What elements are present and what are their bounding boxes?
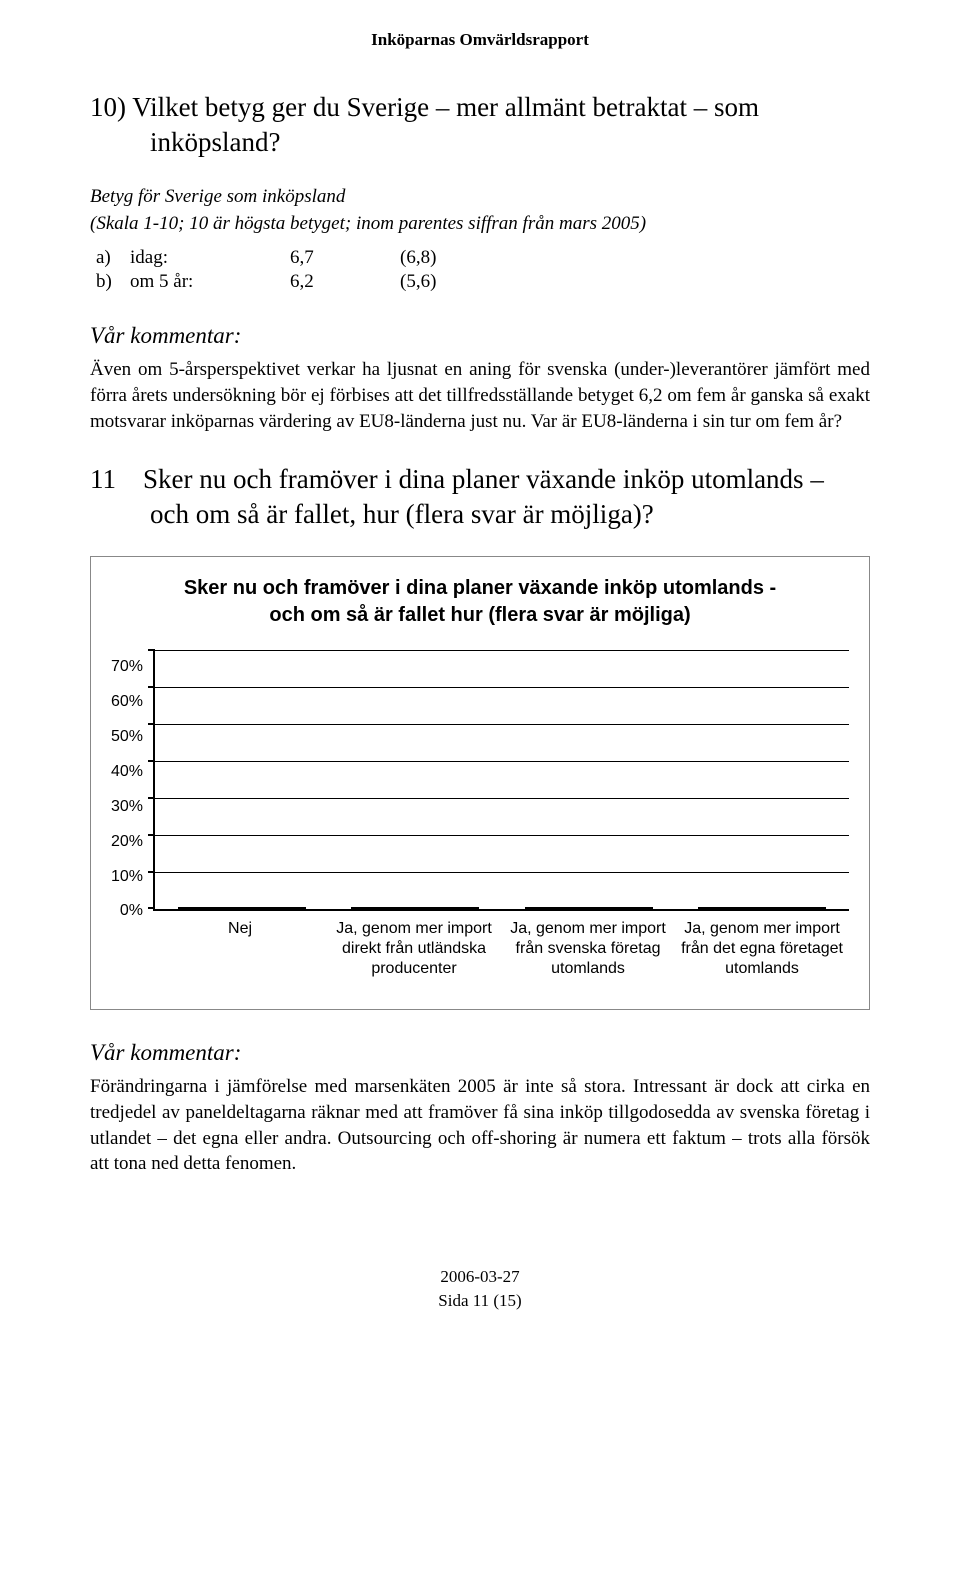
page-header: Inköparnas Omvärldsrapport bbox=[90, 30, 870, 50]
plot-area bbox=[153, 651, 849, 911]
y-tick bbox=[148, 797, 155, 799]
question-text-line2: inköpsland? bbox=[90, 125, 870, 160]
question-text-line1: Vilket betyg ger du Sverige – mer allmän… bbox=[132, 92, 759, 122]
x-axis-label: Nej bbox=[153, 919, 327, 979]
grid-line bbox=[155, 650, 849, 651]
subtitle-line1: Betyg för Sverige som inköpsland bbox=[90, 184, 870, 211]
row-letter: b) bbox=[90, 271, 130, 293]
comment-body: Även om 5-årsperspektivet verkar ha ljus… bbox=[90, 357, 870, 434]
grid-line bbox=[155, 798, 849, 799]
y-tick-label: 20% bbox=[111, 834, 143, 850]
y-tick bbox=[148, 907, 155, 909]
comment-body: Förändringarna i jämförelse med marsenkä… bbox=[90, 1074, 870, 1177]
bar bbox=[351, 907, 479, 909]
row-value: 6,2 bbox=[290, 271, 400, 293]
x-axis-labels: NejJa, genom mer import direkt från utlä… bbox=[153, 919, 849, 979]
footer-date: 2006-03-27 bbox=[90, 1267, 870, 1287]
grid-line bbox=[155, 724, 849, 725]
bar-slot bbox=[676, 907, 850, 909]
x-axis-label: Ja, genom mer import från svenska företa… bbox=[501, 919, 675, 979]
q10-subtitle: Betyg för Sverige som inköpsland (Skala … bbox=[90, 184, 870, 237]
grid-line bbox=[155, 761, 849, 762]
bar-slot bbox=[502, 907, 676, 909]
page-footer: 2006-03-27 Sida 11 (15) bbox=[90, 1267, 870, 1311]
y-tick-label: 0% bbox=[120, 903, 143, 919]
y-tick bbox=[148, 871, 155, 873]
y-tick bbox=[148, 760, 155, 762]
footer-page: Sida 11 (15) bbox=[90, 1291, 870, 1311]
row-paren: (6,8) bbox=[400, 247, 480, 269]
plot-wrap: NejJa, genom mer import direkt från utlä… bbox=[153, 651, 849, 979]
question-number: 11 bbox=[90, 464, 116, 494]
row-label: idag: bbox=[130, 247, 290, 269]
grid-line bbox=[155, 835, 849, 836]
subtitle-line2: (Skala 1-10; 10 är högsta betyget; inom … bbox=[90, 211, 870, 238]
x-axis-label: Ja, genom mer import från det egna föret… bbox=[675, 919, 849, 979]
question-number: 10) bbox=[90, 92, 126, 122]
bar bbox=[178, 907, 306, 909]
q10-data-rows: a) idag: 6,7 (6,8) b) om 5 år: 6,2 (5,6) bbox=[90, 247, 870, 293]
bar bbox=[525, 907, 653, 909]
y-tick-label: 70% bbox=[111, 659, 143, 675]
bar-slot bbox=[329, 907, 503, 909]
y-tick-label: 40% bbox=[111, 764, 143, 780]
question-text-line2: och om så är fallet, hur (flera svar är … bbox=[90, 497, 870, 532]
y-tick-label: 50% bbox=[111, 729, 143, 745]
document-page: Inköparnas Omvärldsrapport 10) Vilket be… bbox=[0, 0, 960, 1355]
data-row: b) om 5 år: 6,2 (5,6) bbox=[90, 271, 870, 293]
x-axis-label: Ja, genom mer import direkt från utländs… bbox=[327, 919, 501, 979]
y-tick bbox=[148, 649, 155, 651]
question-text-line1: Sker nu och framöver i dina planer växan… bbox=[143, 464, 824, 494]
y-tick bbox=[148, 723, 155, 725]
y-axis: 70%60%50%40%30%20%10%0% bbox=[111, 651, 153, 911]
bar-chart: Sker nu och framöver i dina planer växan… bbox=[90, 556, 870, 1010]
chart-area: 70%60%50%40%30%20%10%0% NejJa, genom mer… bbox=[111, 651, 849, 979]
row-value: 6,7 bbox=[290, 247, 400, 269]
row-label: om 5 år: bbox=[130, 271, 290, 293]
data-row: a) idag: 6,7 (6,8) bbox=[90, 247, 870, 269]
y-tick bbox=[148, 686, 155, 688]
bar-slot bbox=[155, 907, 329, 909]
y-tick-label: 30% bbox=[111, 799, 143, 815]
comment-heading: Vår kommentar: bbox=[90, 1040, 870, 1066]
chart-title-line2: och om så är fallet hur (flera svar är m… bbox=[111, 602, 849, 629]
y-tick bbox=[148, 834, 155, 836]
grid-line bbox=[155, 687, 849, 688]
chart-title-line1: Sker nu och framöver i dina planer växan… bbox=[111, 575, 849, 602]
question-10-heading: 10) Vilket betyg ger du Sverige – mer al… bbox=[90, 90, 870, 160]
y-tick-label: 60% bbox=[111, 694, 143, 710]
row-letter: a) bbox=[90, 247, 130, 269]
grid-line bbox=[155, 872, 849, 873]
row-paren: (5,6) bbox=[400, 271, 480, 293]
question-11-heading: 11 Sker nu och framöver i dina planer vä… bbox=[90, 462, 870, 532]
comment-heading: Vår kommentar: bbox=[90, 323, 870, 349]
bar bbox=[698, 907, 826, 909]
chart-title: Sker nu och framöver i dina planer växan… bbox=[111, 575, 849, 629]
y-tick-label: 10% bbox=[111, 869, 143, 885]
